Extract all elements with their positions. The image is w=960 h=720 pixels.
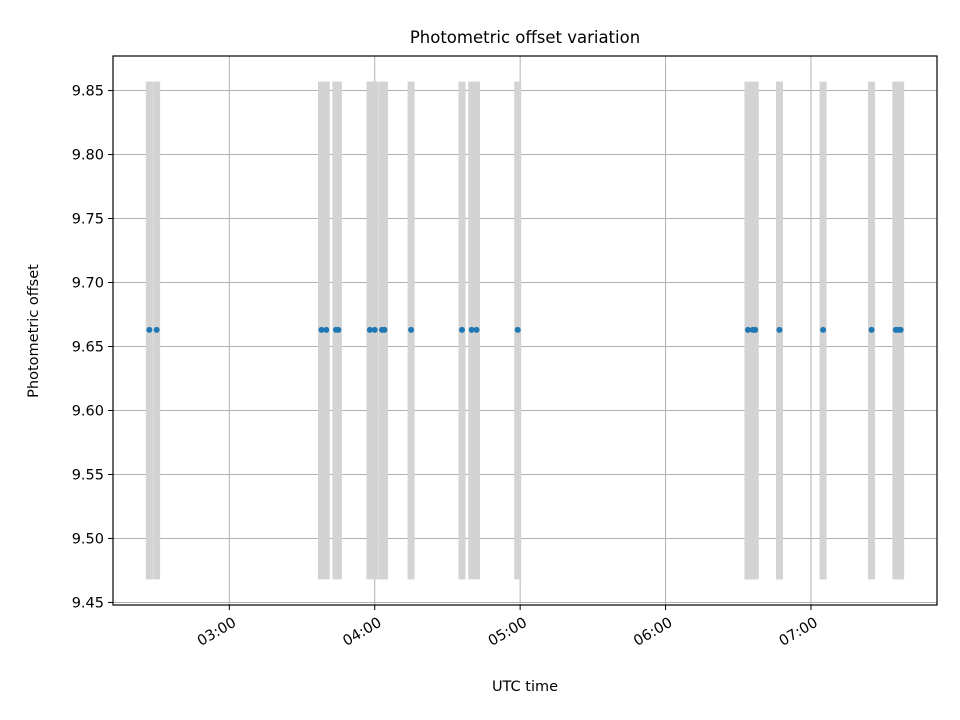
data-point — [371, 326, 378, 333]
x-axis-label: UTC time — [492, 679, 558, 695]
y-tick-label: 9.45 — [72, 595, 104, 611]
plot-frame — [112, 55, 938, 606]
data-point — [744, 326, 751, 333]
y-tick-label: 9.50 — [72, 531, 104, 547]
grid — [113, 56, 937, 605]
chart-title: Photometric offset variation — [410, 28, 640, 47]
data-point — [514, 326, 521, 333]
y-axis: 9.45 9.50 9.55 9.60 9.65 9.70 9.75 9.80 9.85 — [72, 84, 113, 611]
x-tick-label: 07:00 — [777, 615, 821, 650]
data-point — [458, 326, 465, 333]
y-tick-label: 9.75 — [72, 212, 104, 228]
y-axis-label: Photometric offset — [26, 264, 42, 398]
x-tick-label: 04:00 — [340, 615, 384, 650]
y-tick-label: 9.55 — [72, 467, 104, 483]
plot-background — [113, 56, 937, 605]
data-point — [868, 326, 875, 333]
x-axis: 03:00 04:00 05:00 06:00 07:00 — [195, 605, 821, 650]
data-point — [820, 326, 827, 333]
y-tick-label: 9.65 — [72, 339, 104, 355]
data-point — [473, 326, 480, 333]
data-point — [366, 326, 373, 333]
data-point — [468, 326, 475, 333]
y-tick-label: 9.85 — [72, 84, 104, 100]
data-point — [776, 326, 783, 333]
data-point — [153, 326, 160, 333]
data-point — [146, 326, 153, 333]
data-point — [897, 326, 904, 333]
y-tick-label: 9.80 — [72, 148, 104, 164]
data-points — [146, 326, 904, 333]
data-point — [381, 326, 388, 333]
x-tick-label: 03:00 — [195, 615, 239, 650]
data-point — [335, 326, 342, 333]
data-point — [323, 326, 330, 333]
y-tick-label: 9.60 — [72, 403, 104, 419]
y-tick-label: 9.70 — [72, 276, 104, 292]
data-point — [752, 326, 759, 333]
data-point — [408, 326, 415, 333]
data-point — [318, 326, 325, 333]
x-tick-label: 05:00 — [486, 615, 530, 650]
x-tick-label: 06:00 — [631, 615, 675, 650]
